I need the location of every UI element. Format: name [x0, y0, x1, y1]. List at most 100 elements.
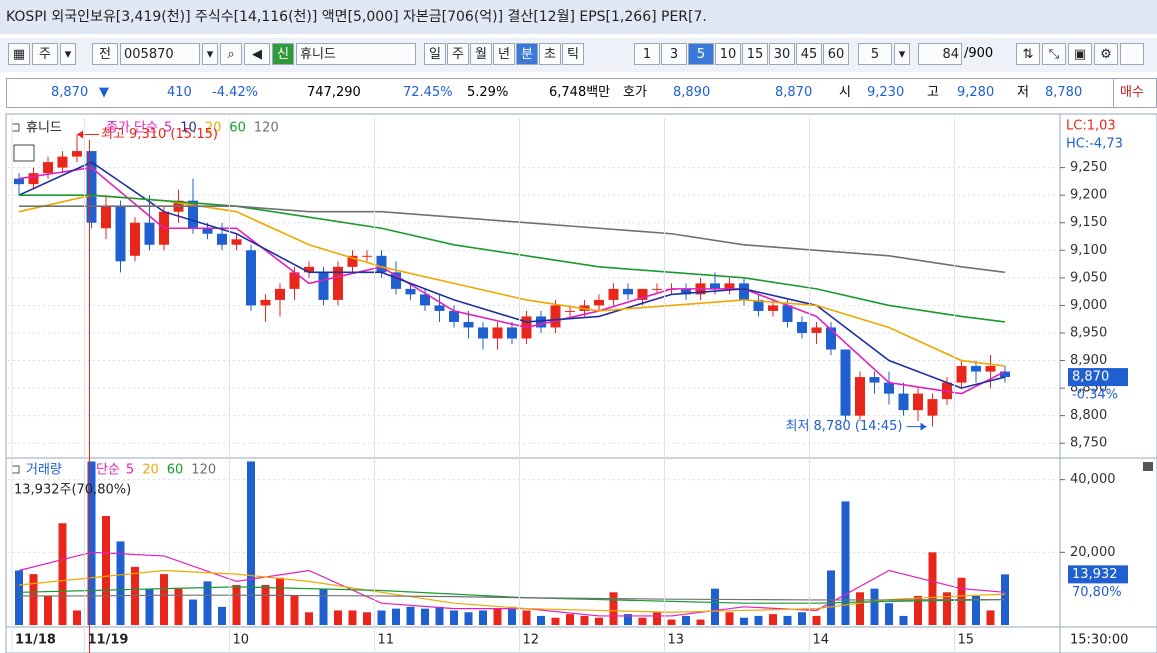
tool-button[interactable]: ⤡ [1042, 43, 1066, 65]
toggle-button[interactable]: 30 [769, 43, 795, 65]
volume-bar [798, 612, 806, 625]
stock-name[interactable]: 휴니드 [296, 43, 416, 65]
hc-label: HC:-4,73 [1066, 137, 1123, 152]
high-label: 고 [927, 85, 939, 100]
change: 410 [167, 85, 192, 100]
volume-bar [943, 592, 951, 625]
volume-bar [537, 615, 545, 625]
candle-body [637, 288, 648, 300]
prefix-button[interactable]: 전 [92, 43, 118, 65]
last-value-label: 8,870 [1072, 370, 1109, 385]
candle-body [550, 305, 561, 328]
toggle-button[interactable]: 60 [823, 43, 849, 65]
volume-bar [203, 581, 212, 625]
moving-average [18, 161, 1006, 389]
buy-button[interactable]: 매수 [1113, 79, 1144, 107]
tool-button[interactable]: ⇅ [1016, 43, 1040, 65]
legend-entry: 20 [205, 121, 222, 136]
volume-bar [290, 595, 299, 625]
volume-bar [261, 585, 270, 625]
candle-body [376, 255, 387, 273]
volume-bar [348, 610, 357, 625]
candle-body [202, 228, 213, 234]
toggle-button[interactable]: 45 [796, 43, 822, 65]
last-value-label: 13,932 [1072, 567, 1118, 582]
volume-bar [435, 606, 444, 625]
change-label: -0.34% [1072, 388, 1118, 403]
toggle-button[interactable]: 5 [688, 43, 714, 65]
count-select[interactable]: 5 [858, 43, 892, 65]
last-value-box [1068, 565, 1128, 584]
ratio-label: 70,80% [1072, 585, 1122, 600]
toggle-button[interactable]: 주 [447, 43, 469, 65]
volume-bar [305, 612, 313, 625]
arrow-head [77, 130, 83, 139]
volume-bar [421, 608, 429, 625]
toggle-button[interactable]: 10 [715, 43, 741, 65]
candle-body [782, 305, 793, 322]
close-panel[interactable] [1143, 462, 1153, 471]
volume-bar [899, 615, 908, 625]
candle-body [753, 299, 764, 311]
toggle-button[interactable] [1120, 43, 1144, 65]
legend-box [11, 465, 20, 474]
toggle-button[interactable]: 월 [470, 43, 492, 65]
icon-button[interactable]: ▦ [8, 43, 30, 65]
toggle-button[interactable]: 일 [424, 43, 446, 65]
market-select[interactable]: 주 [32, 43, 58, 65]
legend-entry: 5 [164, 121, 172, 136]
moving-average [19, 194, 1006, 323]
moving-average [19, 594, 1005, 601]
open-label: 시 [839, 85, 851, 100]
x-tick-label: 11 [378, 633, 395, 648]
toggle-button[interactable]: 틱 [562, 43, 584, 65]
candle-body [14, 178, 24, 185]
candle-body [86, 151, 97, 223]
last-value-box [1068, 368, 1128, 387]
candle-body [797, 321, 807, 333]
candle-body [985, 366, 996, 372]
toggle-button[interactable]: 분 [516, 43, 538, 65]
candle-body [565, 310, 575, 312]
candle-body [260, 299, 271, 306]
y-tick-label: 9,050 [1070, 270, 1107, 285]
legend-label: 단순 [96, 463, 120, 478]
volume-bar [885, 603, 893, 625]
shown-input[interactable]: 84 [918, 43, 962, 65]
toggle-button[interactable]: 초 [539, 43, 561, 65]
volume-bar [116, 541, 125, 625]
high: 9,280 [957, 85, 995, 100]
bid: 8,870 [775, 85, 813, 100]
volume-bar [638, 617, 647, 625]
x-tick-label: 15 [958, 633, 975, 648]
open: 9,230 [867, 85, 905, 100]
volume-bar [145, 588, 154, 625]
code-input[interactable]: 005870 [120, 43, 200, 65]
candle-body [43, 162, 53, 174]
toggle-button[interactable]: 1 [634, 43, 660, 65]
dropdown[interactable]: ▾ [202, 43, 218, 65]
volume-bar [479, 610, 487, 625]
dropdown[interactable]: ▾ [60, 43, 76, 65]
arrow-head [920, 422, 927, 431]
toggle-button[interactable]: 3 [661, 43, 687, 65]
legend-entry: 120 [191, 463, 216, 478]
toggle-button[interactable]: 년 [493, 43, 515, 65]
candle-body [855, 377, 865, 416]
volume-bar [218, 606, 226, 625]
save-button[interactable]: ▣ [1068, 43, 1092, 65]
tag: 신 [272, 43, 294, 65]
search-button[interactable]: ⌕ [220, 43, 242, 65]
candle-body [449, 310, 459, 322]
legend-name: 거래량 [26, 463, 62, 478]
dropdown[interactable]: ▾ [894, 43, 910, 65]
volume-bar [160, 574, 168, 625]
toggle-button[interactable]: 15 [742, 43, 768, 65]
settings-button[interactable]: ⚙ [1094, 43, 1118, 65]
y-tick-label: 20,000 [1070, 545, 1116, 560]
y-tick-label: 8,950 [1070, 325, 1107, 340]
candle-body [652, 288, 662, 290]
sound-button[interactable]: ◀ [244, 43, 270, 65]
candle-body [347, 255, 358, 267]
